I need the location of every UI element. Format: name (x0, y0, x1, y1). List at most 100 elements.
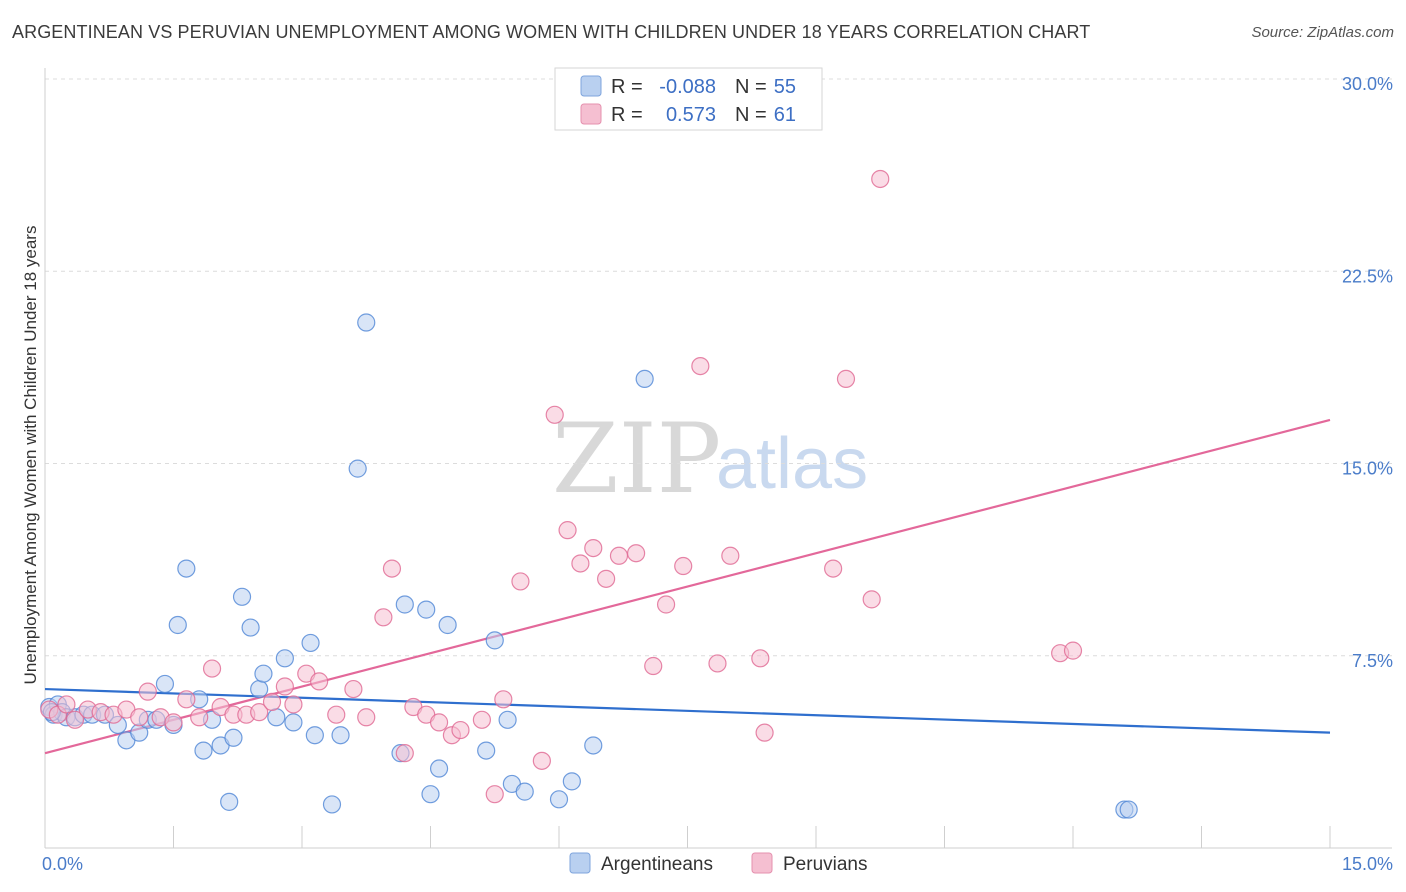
peruvian-point-36 (485, 785, 504, 804)
argentinean-point-19 (194, 741, 213, 760)
argentinean-point-45 (498, 710, 517, 729)
argentinean-point-34 (331, 726, 350, 745)
argentinean-point-23 (224, 728, 243, 747)
grid-lines (45, 78, 1392, 657)
legend-swatch-peruvians (580, 103, 602, 125)
data-points (40, 169, 1138, 819)
argentinean-point-36 (357, 313, 376, 332)
source-label: Source: ZipAtlas.com (1251, 24, 1394, 41)
peruvian-point-9 (138, 682, 157, 701)
peruvian-point-25 (344, 679, 363, 699)
peruvian-point-55 (824, 559, 843, 578)
argentinean-point-39 (417, 600, 436, 619)
bottom-legend-swatch-argentineans (569, 852, 591, 874)
peruvian-point-19 (262, 692, 282, 711)
peruvian-point-52 (721, 546, 740, 565)
peruvian-point-44 (597, 569, 616, 588)
series-legend: Argentineans Peruvians (569, 852, 868, 875)
argentinean-point-43 (477, 741, 496, 760)
peruvian-point-53 (751, 649, 770, 668)
legend-n-value-1: 55 (774, 76, 796, 98)
y-tick-label-1: 15.0% (1342, 459, 1393, 479)
peruvian-point-50 (691, 356, 710, 376)
argentinean-point-47 (515, 782, 534, 801)
peruvian-point-8 (130, 708, 149, 727)
legend-r-value-1: -0.088 (659, 76, 716, 98)
legend-n-label-2: N = (735, 104, 767, 126)
peruvian-point-47 (644, 656, 663, 676)
peruvian-point-20 (275, 677, 294, 696)
peruvian-point-49 (674, 556, 693, 576)
peruvian-point-48 (656, 595, 676, 614)
peruvian-point-58 (871, 169, 890, 189)
peruvian-point-14 (202, 659, 222, 678)
argentinean-point-38 (395, 595, 414, 614)
argentinean-point-32 (305, 726, 324, 745)
argentinean-point-50 (584, 736, 603, 755)
y-axis-label: Unemployment Among Women with Children U… (21, 226, 40, 685)
legend-r-value-2: 0.573 (666, 104, 716, 126)
peruvian-point-40 (545, 405, 564, 424)
peruvian-point-18 (250, 703, 269, 722)
argentinean-point-17 (177, 559, 196, 578)
argentinean-point-29 (275, 649, 294, 668)
watermark-zip: ZIP (552, 403, 721, 515)
watermark: ZIP atlas (552, 403, 868, 515)
argentinean-point-30 (284, 713, 303, 732)
argentinean-point-26 (250, 679, 269, 699)
y-tick-label-0: 7.5% (1352, 651, 1393, 671)
bottom-legend-swatch-peruvians (751, 852, 773, 874)
peruvian-point-60 (1063, 641, 1083, 660)
argentinean-point-28 (267, 708, 286, 727)
x-tick-labels: 0.0% 15.0% (42, 854, 1393, 874)
argentinean-point-16 (168, 615, 187, 635)
argentinean-point-24 (232, 587, 252, 606)
y-tick-label-3: 30.0% (1342, 74, 1393, 94)
argentinean-point-27 (254, 664, 273, 683)
peruvian-point-56 (836, 369, 856, 389)
peruvian-point-37 (494, 690, 513, 709)
peruvian-point-42 (571, 554, 590, 573)
peruvian-point-51 (708, 654, 727, 673)
legend-r-label-1: R = (611, 76, 643, 98)
legend-swatch-argentineans (580, 75, 602, 97)
argentinean-point-25 (241, 618, 260, 637)
peruvian-point-28 (382, 559, 402, 578)
argentinean-point-14 (155, 674, 175, 694)
argentinean-point-51 (635, 369, 654, 389)
peruvian-point-32 (429, 713, 449, 732)
argentinean-point-44 (485, 631, 504, 650)
argentinean-point-35 (348, 459, 367, 478)
peruvian-point-21 (284, 695, 303, 714)
peruvian-point-12 (177, 690, 196, 709)
legend-n-label-1: N = (735, 76, 767, 98)
x-tick-label-1: 15.0% (1342, 854, 1393, 874)
peruvian-point-57 (862, 590, 881, 609)
y-tick-label-2: 22.5% (1342, 266, 1393, 286)
peruvian-point-35 (472, 710, 491, 729)
argentinean-point-41 (429, 759, 449, 778)
y-tick-labels: 7.5% 15.0% 22.5% 30.0% (1342, 74, 1393, 671)
peruvian-point-29 (395, 744, 414, 763)
peruvian-point-39 (532, 751, 551, 770)
argentinean-point-22 (220, 792, 239, 811)
peruvian-point-2 (57, 695, 76, 714)
legend-n-value-2: 61 (774, 104, 796, 126)
argentinean-point-33 (322, 795, 342, 814)
argentinean-point-42 (438, 615, 457, 635)
peruvian-point-38 (511, 572, 530, 591)
peruvian-point-3 (65, 710, 85, 729)
peruvian-point-34 (451, 720, 470, 740)
peruvian-point-45 (609, 546, 629, 565)
legend-r-label-2: R = (611, 104, 643, 126)
argentinean-point-53 (1119, 800, 1138, 819)
peruvian-point-23 (310, 672, 329, 691)
peruvian-point-13 (190, 708, 209, 727)
peruvian-point-27 (374, 608, 393, 627)
bottom-legend-argentineans: Argentineans (601, 854, 713, 875)
x-tick-label-0: 0.0% (42, 854, 83, 874)
peruvian-point-41 (558, 521, 577, 540)
chart-title: ARGENTINEAN VS PERUVIAN UNEMPLOYMENT AMO… (12, 22, 1091, 42)
argentinean-point-48 (549, 790, 569, 809)
